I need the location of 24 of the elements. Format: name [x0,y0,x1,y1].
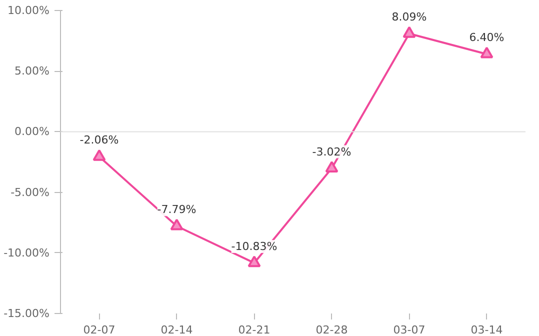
data-label: -10.83% [231,240,278,253]
point [92,149,106,161]
data-label: -2.06% [80,134,119,147]
x-tick-label: 02-28 [316,324,348,336]
data-label: 6.40% [469,31,504,44]
y-tick-label: -10.00% [4,246,50,260]
y-tick-label: -15.00% [4,307,50,320]
data-label: -3.02% [312,145,352,158]
y-tick-label: 0.00% [14,125,50,138]
x-tick-label: 02-07 [83,324,116,336]
x-tick-label: 02-21 [238,324,270,336]
x-tick-label: 03-07 [393,324,426,336]
x-tick-label: 03-14 [470,324,503,336]
point [402,26,416,38]
point [170,218,184,230]
x-tick-label: 02-14 [160,324,193,336]
point [325,160,338,172]
data-label: -7.79% [157,203,196,216]
point [248,256,261,268]
data-label: 8.09% [392,10,427,24]
y-tick-label: -5.00% [10,186,50,199]
y-tick-label: 10.00% [8,4,50,17]
point [480,46,494,58]
y-tick-label: 5.00% [14,64,50,78]
